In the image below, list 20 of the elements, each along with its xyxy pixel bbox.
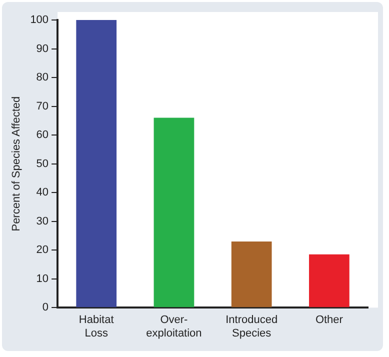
- x-tick-label: Introduced Species: [226, 314, 278, 340]
- y-tick-label: 30: [36, 215, 49, 228]
- y-tick-label: 0: [42, 302, 49, 314]
- y-tick-label: 100: [30, 14, 49, 26]
- bar: [76, 20, 117, 308]
- y-tick-label: 20: [36, 244, 49, 256]
- bar: [154, 118, 194, 308]
- x-tick-label: Habitat Loss: [78, 314, 114, 340]
- x-tick-label: Over- exploitation: [146, 314, 202, 340]
- y-tick-label: 60: [36, 129, 49, 142]
- y-tick-label: 90: [36, 42, 49, 55]
- bar: [309, 254, 350, 308]
- y-tick-label: 50: [36, 158, 49, 170]
- y-axis-title: Percent of Species Affected: [10, 96, 23, 232]
- y-tick-label: 70: [36, 100, 49, 112]
- y-tick-label: 10: [36, 272, 49, 285]
- bar: [231, 241, 272, 308]
- y-tick-label: 80: [36, 72, 49, 84]
- x-tick-label: Other: [315, 314, 344, 326]
- y-tick-label: 40: [36, 186, 49, 199]
